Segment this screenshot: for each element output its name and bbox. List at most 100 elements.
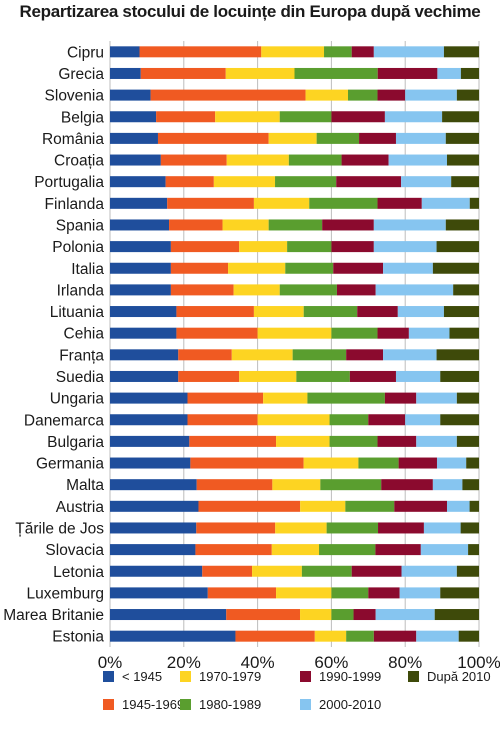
bar-segment bbox=[160, 154, 227, 166]
bar-segment bbox=[377, 197, 422, 209]
bar-segment bbox=[190, 457, 304, 469]
bar-segment bbox=[294, 67, 378, 79]
bar-segment bbox=[446, 500, 470, 512]
bar-segment bbox=[235, 630, 315, 642]
bar-segment bbox=[207, 587, 277, 599]
bar-segment bbox=[384, 392, 417, 404]
bar-segment bbox=[110, 435, 190, 447]
bar-segment bbox=[373, 46, 444, 58]
bar-segment bbox=[326, 522, 379, 534]
bar-segment bbox=[228, 262, 286, 274]
bar-segment bbox=[110, 392, 188, 404]
bar-segment bbox=[165, 176, 214, 188]
bar-segment bbox=[303, 306, 358, 318]
bar-segment bbox=[445, 219, 479, 231]
bar-segment bbox=[157, 132, 269, 144]
category-label: Letonia bbox=[53, 564, 104, 581]
x-tick-label: 0% bbox=[98, 653, 123, 672]
bar-segment bbox=[375, 284, 454, 296]
category-label: Portugalia bbox=[34, 174, 104, 191]
bar-segment bbox=[305, 89, 349, 101]
bar-segment bbox=[309, 197, 378, 209]
bar-segment bbox=[398, 457, 437, 469]
bar-segment bbox=[253, 197, 310, 209]
bar-segment bbox=[397, 306, 444, 318]
legend-label: 1945-1969 bbox=[122, 697, 184, 712]
legend-item: 1980-1989 bbox=[180, 697, 261, 712]
category-label: Suedia bbox=[56, 369, 105, 386]
bar-segment bbox=[329, 435, 378, 447]
category-label: Grecia bbox=[58, 66, 104, 83]
bar-segment bbox=[322, 219, 374, 231]
bar-segment bbox=[110, 349, 179, 361]
bar-segment bbox=[110, 479, 197, 491]
bar-segment bbox=[416, 630, 459, 642]
bar-segment bbox=[110, 522, 197, 534]
bar-segment bbox=[233, 284, 280, 296]
x-tick-label: 60% bbox=[314, 653, 348, 672]
bar-segment bbox=[316, 132, 360, 144]
category-label: Belgia bbox=[61, 109, 104, 126]
bar-segment bbox=[275, 522, 327, 534]
bar-segment bbox=[401, 176, 452, 188]
legend-swatch bbox=[103, 671, 114, 682]
bar-segment bbox=[368, 587, 400, 599]
bar-segment bbox=[346, 630, 374, 642]
bar-segment bbox=[198, 500, 301, 512]
bar-segment bbox=[178, 349, 232, 361]
bar-segment bbox=[373, 219, 446, 231]
bar-segment bbox=[226, 154, 289, 166]
bar-segment bbox=[257, 414, 330, 426]
bar-segment bbox=[303, 457, 359, 469]
bar-segment bbox=[408, 327, 450, 339]
category-label: Franța bbox=[59, 347, 104, 364]
bar-segment bbox=[375, 544, 421, 556]
bar-segment bbox=[336, 176, 402, 188]
bar-segment bbox=[336, 284, 376, 296]
bar-segment bbox=[460, 522, 479, 534]
bar-segment bbox=[170, 262, 229, 274]
bar-segment bbox=[434, 609, 479, 621]
bar-segment bbox=[377, 435, 417, 447]
bar-segment bbox=[110, 67, 141, 79]
category-label: Finlanda bbox=[45, 196, 105, 213]
bar-segment bbox=[239, 370, 297, 382]
bar-segment bbox=[416, 392, 457, 404]
bar-segment bbox=[453, 284, 479, 296]
bar-segment bbox=[110, 284, 171, 296]
legend-label: 1970-1979 bbox=[199, 669, 261, 684]
category-label: România bbox=[42, 131, 104, 148]
category-label: Slovacia bbox=[45, 542, 104, 559]
legend-label: 1990-1999 bbox=[319, 669, 381, 684]
bar-segment bbox=[110, 327, 177, 339]
bar-segment bbox=[110, 630, 236, 642]
bar-segment bbox=[469, 197, 479, 209]
x-tick-label: 100% bbox=[457, 653, 500, 672]
bar-segment bbox=[324, 46, 352, 58]
category-label: Bulgaria bbox=[47, 434, 104, 451]
legend-item: După 2010 bbox=[408, 669, 491, 684]
category-label: Luxemburg bbox=[26, 585, 104, 602]
bar-segment bbox=[300, 500, 346, 512]
bar-segment bbox=[110, 306, 177, 318]
category-label: Polonia bbox=[52, 239, 104, 256]
bar-segment bbox=[296, 370, 350, 382]
bar-segment bbox=[436, 241, 479, 253]
bar-segment bbox=[169, 219, 223, 231]
legend-label: 1980-1989 bbox=[199, 697, 261, 712]
bar-segment bbox=[432, 479, 463, 491]
bar-segment bbox=[331, 327, 378, 339]
category-label: Irlanda bbox=[57, 282, 105, 299]
category-label: Malta bbox=[66, 477, 104, 494]
bar-segment bbox=[443, 306, 479, 318]
category-label: Austria bbox=[56, 499, 105, 516]
x-axis-tick-labels: 0% 20% 40% 60% 80% 100% bbox=[98, 653, 500, 672]
bar-segment bbox=[195, 544, 272, 556]
bar-segment bbox=[469, 500, 479, 512]
bar-segment bbox=[445, 132, 479, 144]
bar-segment bbox=[456, 89, 479, 101]
bar-segment bbox=[110, 370, 179, 382]
bar-segment bbox=[351, 46, 374, 58]
legend-swatch bbox=[180, 699, 191, 710]
bar-segment bbox=[373, 241, 437, 253]
